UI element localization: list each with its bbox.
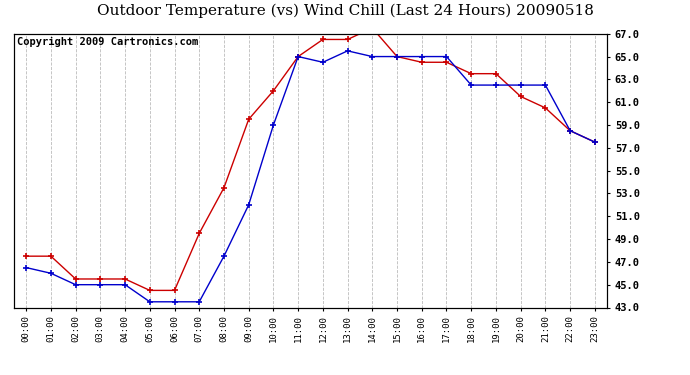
Text: Copyright 2009 Cartronics.com: Copyright 2009 Cartronics.com xyxy=(17,36,198,46)
Text: Outdoor Temperature (vs) Wind Chill (Last 24 Hours) 20090518: Outdoor Temperature (vs) Wind Chill (Las… xyxy=(97,4,593,18)
